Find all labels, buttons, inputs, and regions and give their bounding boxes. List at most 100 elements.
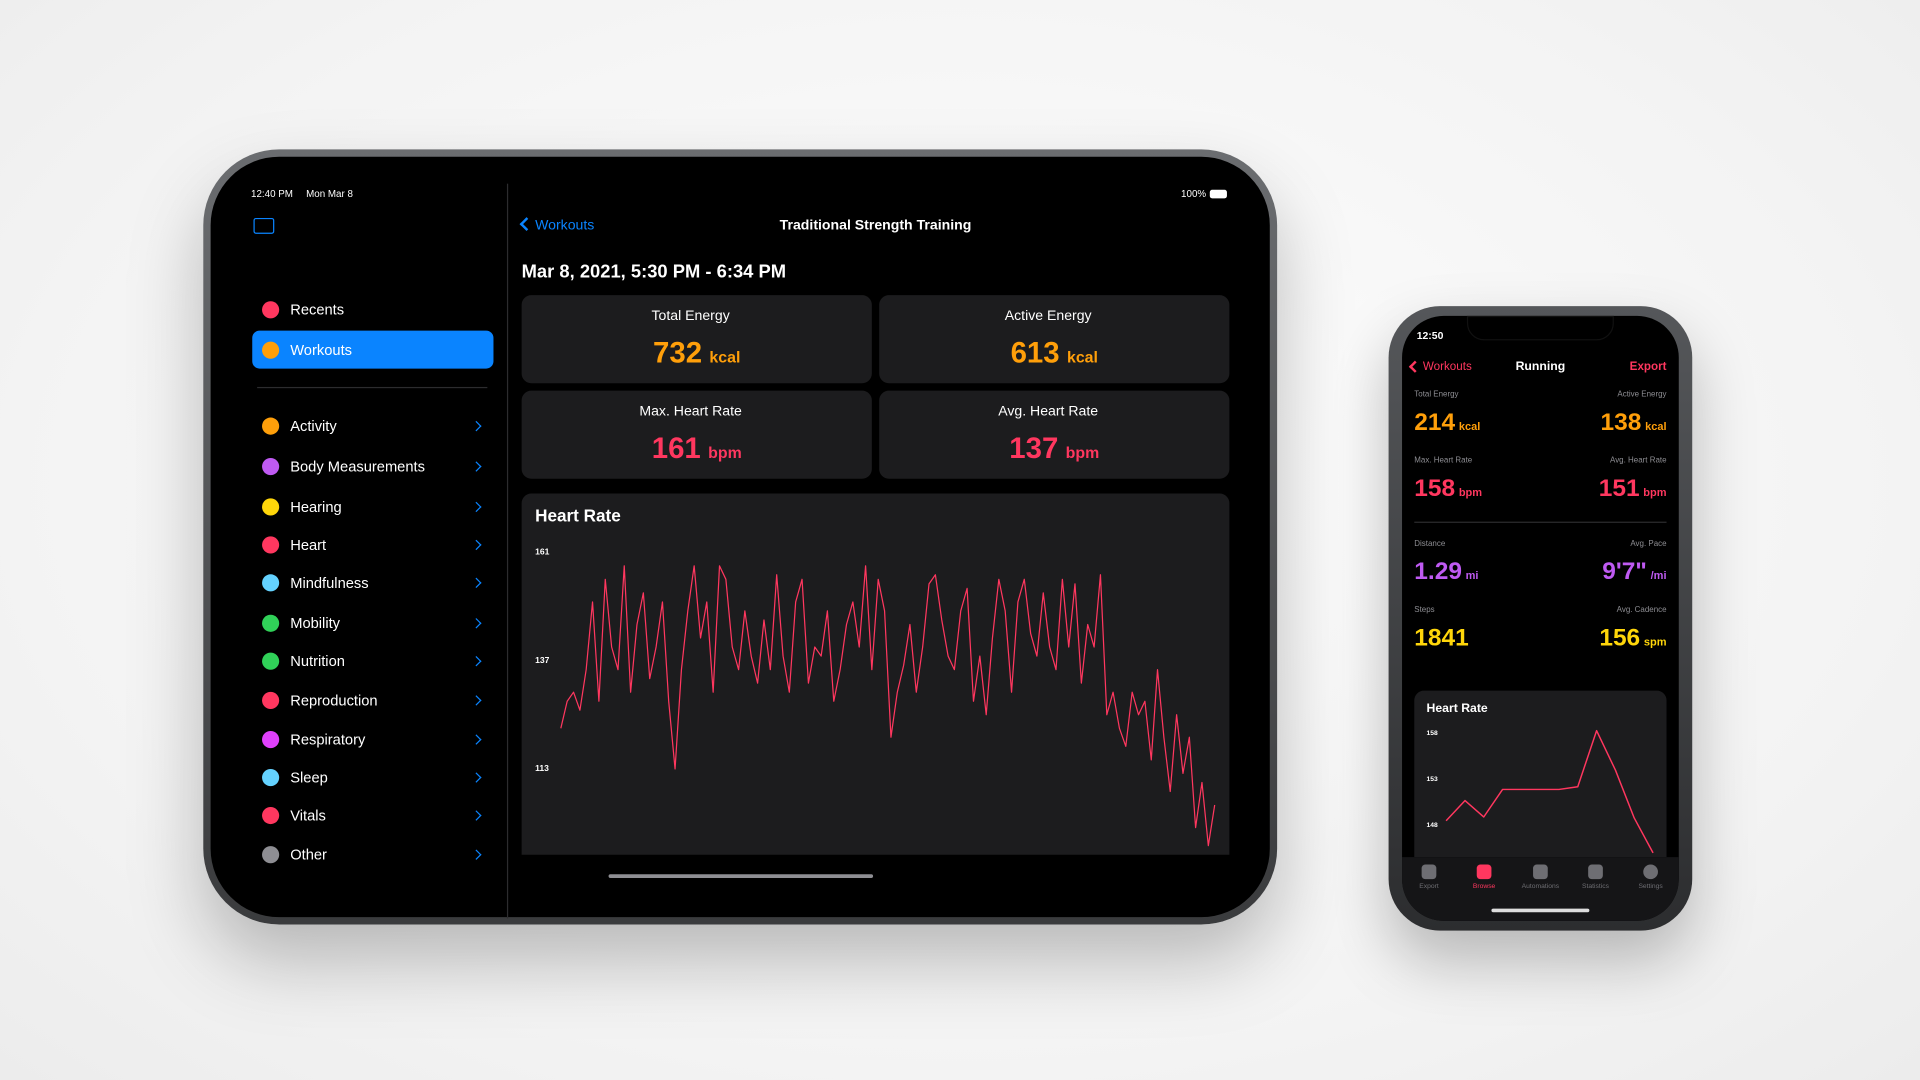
status-time: 12:40 PM [251, 188, 293, 200]
iphone-stat-row: 138 kcal [1601, 409, 1667, 437]
sidebar-icon [262, 846, 280, 864]
tab-label[interactable]: Statistics [1582, 883, 1609, 891]
stat-label: Max. Heart Rate [639, 404, 742, 420]
nav-title: Traditional Strength Training [779, 218, 972, 233]
sidebar-icon [262, 457, 280, 476]
y-tick-label: 113 [535, 763, 549, 773]
home-indicator [608, 874, 874, 878]
back-button[interactable]: Workouts [535, 218, 595, 233]
iphone-back[interactable]: Workouts [1422, 360, 1472, 374]
sidebar-item[interactable]: Activity [290, 417, 337, 435]
sidebar-item[interactable]: Vitals [290, 806, 326, 825]
iphone-title: Running [1515, 360, 1566, 374]
sidebar-separator [257, 386, 488, 389]
stat-value-row: 613 kcal [879, 337, 1229, 371]
iphone-stat-label: Active Energy [1617, 390, 1667, 399]
chart-title: Heart Rate [535, 505, 621, 525]
iphone-chart-card [1414, 690, 1667, 858]
iphone-stat-unit: /mi [1650, 569, 1667, 582]
stat-card [879, 390, 1230, 479]
iphone-stat-value: 151 [1598, 475, 1640, 503]
stat-unit: kcal [1066, 347, 1098, 367]
sidebar-icon [262, 341, 280, 359]
sidebar-item[interactable]: Reproduction [290, 691, 378, 709]
iphone-stat-row: 158 bpm [1414, 475, 1482, 503]
iphone-stat-label: Distance [1414, 539, 1446, 549]
iphone-action[interactable]: Export [1629, 360, 1667, 374]
tab-icon [1533, 864, 1548, 880]
stat-label: Avg. Heart Rate [998, 404, 1099, 420]
iphone-stat-row: 214 kcal [1414, 409, 1480, 437]
stat-value-row: 161 bpm [522, 432, 872, 466]
tab-label[interactable]: Browse [1472, 883, 1496, 891]
heart-rate-line [1445, 729, 1654, 854]
sidebar-icon [262, 574, 280, 592]
tab-icon [1588, 864, 1603, 880]
sidebar-item[interactable]: Body Measurements [290, 457, 425, 476]
y-tick-label: 153 [1427, 776, 1438, 783]
sidebar-item[interactable]: Sleep [290, 768, 328, 787]
iphone-stat-value: 1841 [1414, 624, 1469, 652]
sidebar-icon [262, 536, 280, 554]
iphone-stat-unit: mi [1465, 569, 1479, 582]
stat-value-row: 732 kcal [522, 337, 872, 371]
heart-rate-line [560, 565, 1216, 847]
stat-card [879, 295, 1230, 384]
sidebar-icon [262, 806, 280, 825]
sidebar-icon [262, 417, 280, 435]
iphone-stat-unit: kcal [1458, 420, 1481, 433]
heart-rate-chart: Heart Rate 158 153 148 [1427, 701, 1654, 854]
iphone-stat-unit: bpm [1458, 486, 1483, 499]
sidebar-icon [262, 652, 280, 670]
iphone-stat-label: Max. Heart Rate [1414, 456, 1473, 465]
notch [1466, 315, 1614, 341]
stat-unit: bpm [708, 443, 742, 462]
sidebar-item[interactable]: Other [290, 846, 327, 864]
iphone-stat-label: Total Energy [1414, 390, 1459, 399]
iphone-stat-value: 1.29 [1414, 558, 1462, 586]
stat-value: 161 [651, 432, 701, 466]
iphone-stat-row: 156 spm [1599, 624, 1666, 652]
sidebar-toggle[interactable] [253, 217, 275, 234]
tab-label[interactable]: Settings [1638, 883, 1663, 891]
sidebar-item[interactable]: Mindfulness [290, 574, 369, 592]
heart-rate-chart: Heart Rate 161 137 113 [535, 505, 1216, 847]
battery: 100% [1181, 188, 1207, 200]
status-date: Mon Mar 8 [306, 188, 353, 200]
iphone-stat-value: 138 [1600, 408, 1642, 436]
iphone-status-time: 12:50 [1416, 329, 1444, 342]
stat-value: 137 [1009, 432, 1059, 466]
iphone-stat-value: 9'7" [1602, 558, 1647, 586]
sidebar-item[interactable]: Respiratory [290, 731, 366, 749]
y-tick-label: 137 [535, 655, 550, 665]
tab-label[interactable]: Automations [1521, 883, 1560, 891]
sidebar-item[interactable]: Heart [290, 536, 327, 554]
sidebar-item[interactable]: Workouts [290, 341, 353, 359]
iphone-stat-label: Avg. Pace [1630, 539, 1667, 549]
chart-title: Heart Rate [1427, 701, 1488, 715]
y-tick-label: 158 [1427, 730, 1438, 737]
stat-value: 732 [653, 336, 703, 370]
sidebar-icon [262, 691, 280, 709]
tab-icon [1643, 864, 1658, 880]
iphone-stat-row: 9'7"/mi [1602, 558, 1666, 586]
iphone-stat-unit: bpm [1643, 486, 1667, 499]
sidebar-icon [262, 301, 280, 319]
tab-label[interactable]: Export [1419, 883, 1439, 891]
sidebar-item[interactable]: Nutrition [290, 652, 345, 670]
iphone-stat-label: Avg. Heart Rate [1610, 456, 1667, 465]
iphone-stat-row: 1841 [1414, 624, 1468, 652]
y-tick-label: 161 [535, 547, 550, 557]
iphone-stat-unit: kcal [1645, 420, 1667, 433]
sidebar-item[interactable]: Hearing [290, 498, 342, 516]
chart-card [521, 493, 1230, 855]
iphone-stat-unit: spm [1643, 635, 1667, 648]
sidebar-icon [262, 768, 280, 787]
sidebar-item[interactable]: Recents [290, 301, 345, 319]
iphone-home-indicator [1491, 908, 1590, 913]
sidebar-item[interactable]: Mobility [290, 614, 341, 632]
iphone-stat-label: Steps [1414, 605, 1435, 615]
